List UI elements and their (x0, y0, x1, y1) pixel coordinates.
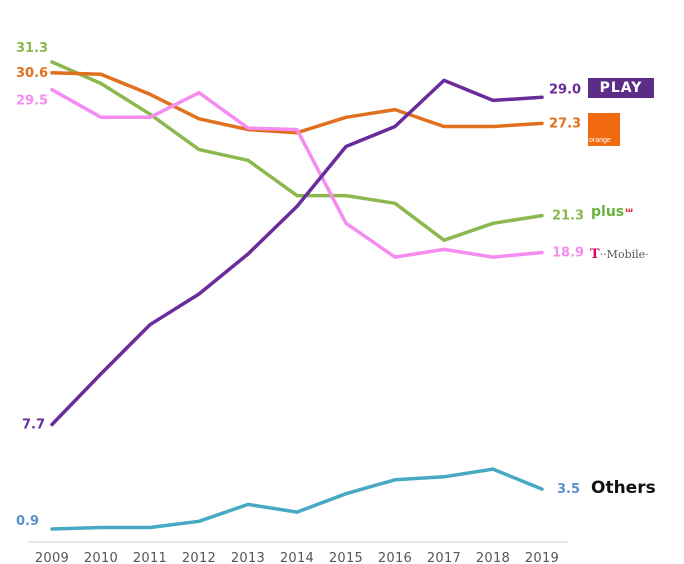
data-point-play-2014 (295, 204, 299, 208)
data-point-t-mobile-2015 (344, 221, 348, 225)
data-point-others-2011 (148, 526, 152, 529)
x-tick-label-2017: 2017 (427, 551, 461, 564)
data-point-others-2016 (393, 478, 397, 482)
others-legend-label: Others (591, 478, 656, 498)
x-tick-label-2019: 2019 (525, 551, 559, 564)
data-point-plus-2014 (295, 194, 299, 198)
data-point-others-2013 (246, 502, 250, 506)
data-point-play-2012 (197, 292, 201, 296)
x-tick-label-2016: 2016 (378, 551, 412, 564)
data-point-play-2019 (540, 95, 544, 99)
end-label-t-mobile: 18.9 (552, 246, 584, 261)
data-point-plus-2013 (246, 158, 250, 162)
start-label-play: 7.7 (22, 418, 45, 433)
x-tick-label-2010: 2010 (84, 551, 118, 564)
data-point-orange-2009 (50, 71, 54, 75)
data-point-plus-2017 (442, 238, 446, 242)
x-tick-label-2018: 2018 (476, 551, 510, 564)
tmobile-logo: T··Mobile· (590, 247, 649, 263)
series-line-others (50, 467, 544, 531)
data-point-play-2011 (148, 323, 152, 327)
data-point-plus-2016 (393, 201, 397, 205)
data-point-t-mobile-2017 (442, 247, 446, 251)
x-tick-label-2014: 2014 (280, 551, 314, 564)
end-label-plus: 21.3 (552, 209, 584, 224)
value-labels: 7.7 29.0 30.6 27.3 31.3 21.3 29.5 18.9 0.9 3.5 (16, 41, 584, 529)
data-point-others-2009 (50, 527, 54, 531)
data-point-plus-2018 (491, 221, 495, 225)
series-layer (50, 60, 544, 531)
data-point-t-mobile-2013 (246, 126, 250, 130)
orange-logo-text: orange (589, 137, 611, 144)
x-tick-label-2012: 2012 (182, 551, 216, 564)
data-point-plus-2015 (344, 194, 348, 198)
data-point-others-2012 (197, 519, 201, 523)
data-point-t-mobile-2009 (50, 88, 54, 92)
end-label-orange: 27.3 (549, 116, 581, 131)
start-label-plus: 31.3 (16, 41, 48, 56)
data-point-plus-2012 (197, 148, 201, 152)
data-point-plus-2010 (99, 82, 103, 85)
start-label-orange: 30.6 (16, 66, 48, 81)
data-point-others-2015 (344, 492, 348, 496)
data-point-play-2009 (50, 423, 54, 426)
data-point-orange-2012 (197, 117, 201, 121)
data-point-orange-2011 (148, 92, 152, 96)
x-tick-label-2013: 2013 (231, 551, 265, 564)
data-point-plus-2019 (540, 214, 544, 218)
plus-logo-mark-icon: ᵚ (625, 205, 634, 219)
data-point-plus-2009 (50, 60, 54, 64)
data-point-others-2019 (540, 487, 544, 491)
data-point-play-2018 (491, 98, 495, 102)
data-point-t-mobile-2019 (540, 251, 544, 254)
data-point-others-2010 (99, 526, 103, 529)
series-line-orange (50, 71, 544, 135)
tmobile-t-mark: T (590, 247, 600, 262)
data-point-others-2014 (295, 510, 299, 514)
data-point-t-mobile-2011 (148, 115, 152, 119)
plus-logo-text: plus (591, 204, 625, 220)
x-tick-label-2009: 2009 (35, 551, 69, 564)
data-point-play-2016 (393, 125, 397, 128)
data-point-t-mobile-2012 (197, 91, 201, 95)
data-point-play-2017 (442, 78, 446, 82)
data-point-others-2018 (491, 467, 495, 471)
data-point-t-mobile-2014 (295, 128, 299, 132)
data-point-play-2015 (344, 145, 348, 148)
end-label-play: 29.0 (549, 82, 581, 97)
data-point-t-mobile-2010 (99, 115, 103, 119)
tmobile-logo-text: ··Mobile· (599, 248, 649, 261)
start-label-t-mobile: 29.5 (16, 94, 48, 109)
data-point-plus-2011 (148, 112, 152, 116)
data-point-others-2017 (442, 475, 446, 479)
data-point-play-2010 (99, 372, 103, 376)
data-point-t-mobile-2016 (393, 255, 397, 259)
data-point-orange-2019 (540, 121, 544, 125)
end-label-others: 3.5 (557, 482, 580, 497)
start-label-others: 0.9 (16, 514, 39, 529)
data-point-orange-2017 (442, 125, 446, 128)
data-point-orange-2015 (344, 115, 348, 119)
x-tick-label-2011: 2011 (133, 551, 167, 564)
data-point-orange-2016 (393, 108, 397, 112)
data-point-t-mobile-2018 (491, 255, 495, 259)
data-point-play-2013 (246, 252, 250, 256)
data-point-orange-2010 (99, 72, 103, 76)
x-axis-ticks: 2009 2010 2011 2012 2013 2014 2015 2016 2017 2018… (35, 551, 559, 564)
play-logo: PLAY (588, 78, 654, 98)
data-point-orange-2018 (491, 125, 495, 128)
plus-logo: plusᵚ (591, 203, 633, 221)
x-tick-label-2015: 2015 (329, 551, 363, 564)
orange-logo: orange (588, 113, 620, 146)
